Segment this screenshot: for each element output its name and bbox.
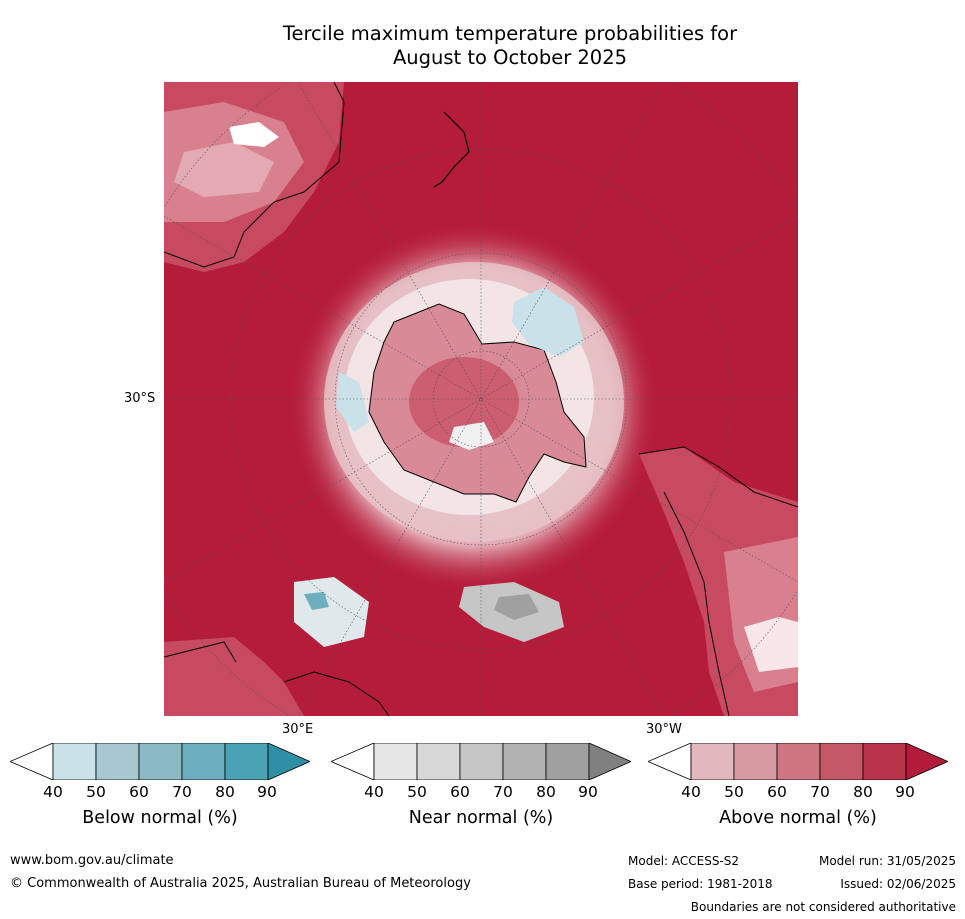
longitude-label-30e: 30°E	[282, 722, 314, 737]
colorbar-segment	[819, 743, 864, 780]
map-title: Tercile maximum temperature probabilitie…	[160, 22, 860, 70]
below-normal-patch-east	[512, 287, 584, 357]
colorbar-segment	[95, 743, 140, 780]
tick-label: 40	[681, 783, 701, 801]
tick-label: 50	[86, 783, 106, 801]
colorbar-segment	[373, 743, 418, 780]
ticks-near-normal: 40 50 60 70 80 90	[331, 783, 631, 803]
colorbar-segment	[733, 743, 778, 780]
colorbar-near-normal	[331, 743, 631, 780]
antarctica-white-patch	[449, 422, 494, 450]
title-line-2: August to October 2025	[392, 46, 628, 69]
africa-coast	[164, 641, 390, 716]
colorbar-extend-low	[648, 743, 692, 780]
polar-stereographic-map	[164, 82, 798, 716]
colorbar-below-normal	[10, 743, 310, 780]
tick-label: 80	[853, 783, 873, 801]
new-zealand-coast	[433, 111, 470, 188]
colorbar-segment	[416, 743, 461, 780]
colorbar-extend-high	[905, 743, 948, 780]
copyright-text: © Commonwealth of Australia 2025, Austra…	[10, 876, 471, 891]
ticks-below-normal: 40 50 60 70 80 90	[10, 783, 310, 803]
tick-label: 70	[493, 783, 513, 801]
tick-label: 60	[129, 783, 149, 801]
australia-coast	[164, 82, 345, 268]
tick-label: 80	[536, 783, 556, 801]
colorbar-extend-low	[10, 743, 54, 780]
tick-label: 60	[450, 783, 470, 801]
below-normal-patch-west	[336, 372, 369, 432]
colorbar-title-below: Below normal (%)	[82, 808, 238, 828]
tick-label: 40	[43, 783, 63, 801]
colorbar-segment	[776, 743, 821, 780]
colorbar-above-normal	[648, 743, 948, 780]
australia-white-patch	[229, 122, 279, 147]
tick-label: 90	[257, 783, 277, 801]
tick-label: 60	[767, 783, 787, 801]
tick-label: 40	[364, 783, 384, 801]
colorbar-segment	[545, 743, 590, 780]
colorbar-title-near: Near normal (%)	[408, 808, 554, 828]
title-line-1: Tercile maximum temperature probabilitie…	[282, 22, 738, 45]
tick-label: 50	[724, 783, 744, 801]
colorbar-segment	[690, 743, 735, 780]
colorbar-segment	[862, 743, 907, 780]
colorbar-segment	[52, 743, 97, 780]
colorbar-segment	[502, 743, 547, 780]
tick-label: 80	[215, 783, 235, 801]
ticks-above-normal: 40 50 60 70 80 90	[648, 783, 948, 803]
south-america-coast	[638, 446, 798, 716]
australia-pale-patch	[174, 142, 274, 197]
below-normal-core-sw	[304, 592, 329, 610]
tick-label: 70	[810, 783, 830, 801]
tick-label: 90	[578, 783, 598, 801]
tick-label: 70	[172, 783, 192, 801]
model-run-date: Model run: 31/05/2025	[818, 854, 956, 868]
latitude-label-30s: 30°S	[124, 391, 156, 406]
tick-label: 50	[407, 783, 427, 801]
colorbar-segment	[459, 743, 504, 780]
colorbar-extend-low	[331, 743, 375, 780]
longitude-label-30w: 30°W	[646, 722, 682, 737]
graticule	[164, 82, 798, 716]
colorbar-segment	[181, 743, 226, 780]
colorbar-extend-high	[267, 743, 310, 780]
colorbar-extend-high	[588, 743, 631, 780]
africa-region	[164, 637, 304, 716]
south-america-white	[744, 617, 798, 672]
colorbar-segment	[138, 743, 183, 780]
model-name: Model: ACCESS-S2	[628, 854, 740, 868]
colorbar-segment	[224, 743, 269, 780]
website-link[interactable]: www.bom.gov.au/climate	[10, 853, 174, 868]
colorbar-title-above: Above normal (%)	[719, 808, 877, 828]
near-normal-core	[494, 594, 539, 620]
tick-label: 90	[895, 783, 915, 801]
boundary-disclaimer: Boundaries are not considered authoritat…	[690, 900, 956, 914]
issued-date: Issued: 02/06/2025	[840, 877, 956, 891]
base-period: Base period: 1981-2018	[628, 877, 773, 891]
